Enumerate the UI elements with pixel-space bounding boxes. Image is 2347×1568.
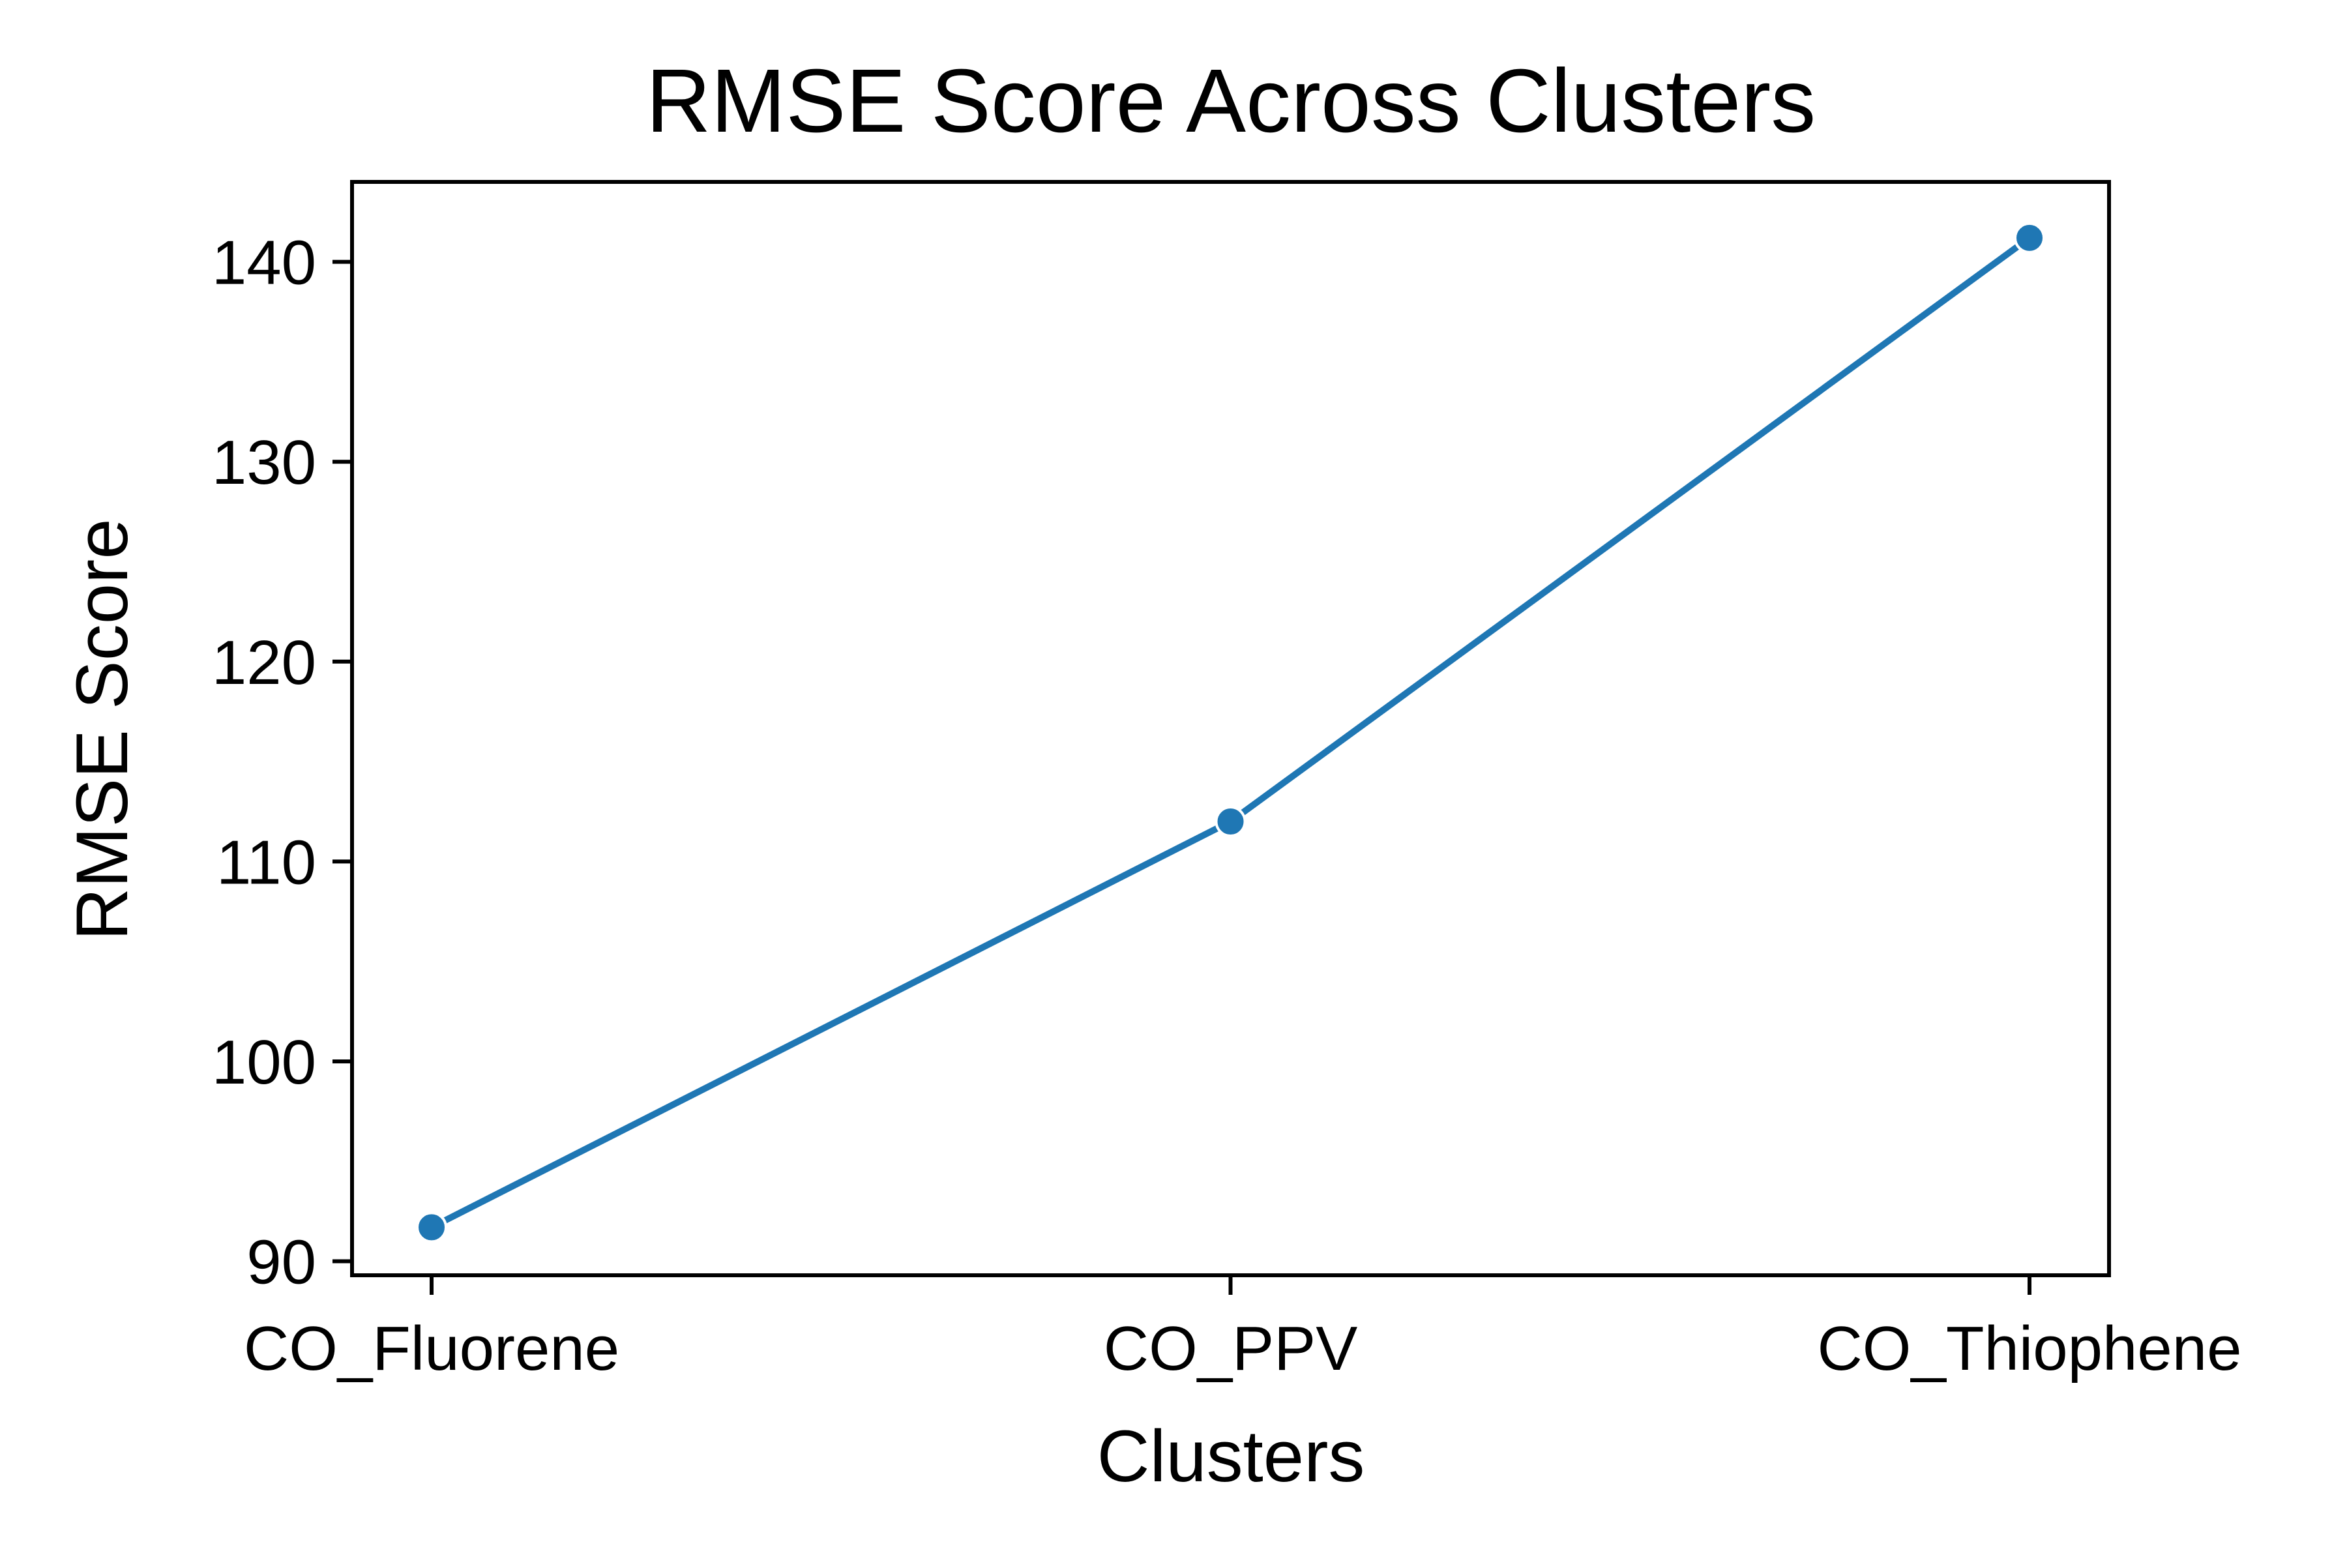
x-axis-ticks: CO_Fluorene CO_PPV CO_Thiophene <box>244 1275 2242 1383</box>
x-tick-label: CO_Fluorene <box>244 1314 619 1383</box>
data-point-co-ppv <box>1215 806 1247 838</box>
y-tick-label: 110 <box>216 827 316 897</box>
y-tick-label: 120 <box>212 628 316 698</box>
y-tick-label: 90 <box>246 1228 316 1297</box>
data-point-co-thiophene <box>2014 222 2045 254</box>
plot-area-frame <box>350 180 2111 1277</box>
y-axis-ticks: 90 100 110 120 130 140 <box>212 228 352 1297</box>
plot-series <box>416 222 2045 1243</box>
y-axis-label: RMSE Score <box>61 518 143 940</box>
y-tick-label: 140 <box>212 228 316 298</box>
y-tick-label: 100 <box>212 1028 316 1097</box>
chart-title: RMSE Score Across Clusters <box>646 51 1816 151</box>
x-tick-label: CO_PPV <box>1104 1314 1357 1383</box>
x-axis-label: Clusters <box>1097 1415 1365 1497</box>
y-tick-label: 130 <box>212 428 316 497</box>
data-point-co-fluorene <box>416 1211 447 1243</box>
x-tick-label: CO_Thiophene <box>1817 1314 2241 1383</box>
